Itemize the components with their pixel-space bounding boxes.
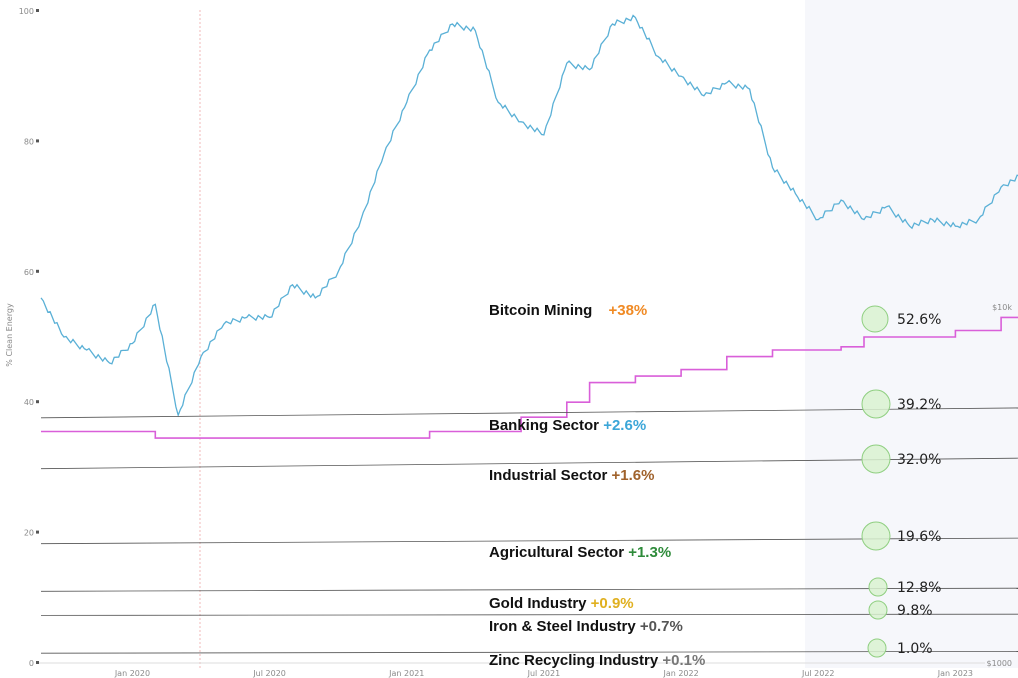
series-end-value: 52.6% <box>897 312 941 328</box>
y-axis-label: % Clean Energy <box>5 303 14 367</box>
series-end-value: 9.8% <box>897 603 933 619</box>
end-marker <box>868 600 888 620</box>
series-name: Gold Industry +0.9% <box>489 595 634 612</box>
series-end-value: 39.2% <box>897 397 941 413</box>
series-change: +38% <box>608 302 647 319</box>
series-change: +2.6% <box>603 417 646 434</box>
y-axis-ticks: 0 20 40 60 80 100 <box>19 7 39 668</box>
end-marker <box>861 521 891 551</box>
x-tick-label: Jul 2020 <box>252 669 286 678</box>
sector-labels: Bitcoin Mining +38% 52.6% Banking Sector +… <box>489 302 941 669</box>
series-line <box>40 587 1018 592</box>
right-tick-label: $10k <box>992 303 1012 312</box>
y-tick-mark <box>36 9 39 12</box>
series-end-value: 12.8% <box>897 580 941 596</box>
series-end-value: 1.0% <box>897 641 933 657</box>
series-line <box>40 650 1018 654</box>
series-change: +0.9% <box>591 595 634 612</box>
y-tick-mark <box>36 269 39 273</box>
y-tick-mark <box>36 400 39 404</box>
series-name: Industrial Sector +1.6% <box>489 467 654 484</box>
series-name: Agricultural Sector +1.3% <box>489 544 671 561</box>
x-tick-label: Jan 2022 <box>662 669 698 678</box>
x-tick-label: Jan 2020 <box>114 669 150 678</box>
x-axis-ticks: Jan 2020 Jul 2020 Jan 2021 Jul 2021 Jan 2022… <box>114 669 973 678</box>
series-name: Banking Sector +2.6% <box>489 417 646 434</box>
price-series <box>40 14 1018 418</box>
y-tick-label: 80 <box>24 137 34 146</box>
x-tick-label: Jul 2021 <box>527 669 561 678</box>
y-tick-mark <box>36 139 39 143</box>
x-tick-label: Jan 2021 <box>388 669 424 678</box>
y-tick-label: 60 <box>24 268 34 277</box>
end-marker <box>867 638 887 658</box>
series-name: Iron & Steel Industry +0.7% <box>489 618 683 635</box>
end-marker <box>868 577 888 597</box>
series-line <box>40 457 1018 470</box>
right-tick-label: $1000 <box>987 659 1012 668</box>
series-name: Zinc Recycling Industry +0.1% <box>489 652 705 669</box>
series-end-value: 19.6% <box>897 529 941 545</box>
series-change: +0.1% <box>662 652 705 669</box>
y-tick-mark <box>36 530 39 534</box>
price-line <box>40 14 1018 418</box>
series-end-value: 32.0% <box>897 452 941 468</box>
right-axis-ticks: $10k $1000 <box>987 303 1013 668</box>
y-tick-label: 40 <box>24 398 34 407</box>
x-tick-label: Jan 2023 <box>937 669 973 678</box>
sector-series <box>40 316 1018 654</box>
series-line <box>40 407 1018 419</box>
series-line <box>40 537 1018 545</box>
series-change: +1.6% <box>612 467 655 484</box>
series-name: Bitcoin Mining +38% <box>489 302 647 319</box>
end-marker <box>861 305 889 333</box>
y-tick-mark <box>36 661 39 664</box>
recent-period-band <box>805 0 1018 668</box>
series-line <box>41 316 1018 439</box>
end-marker <box>861 389 891 419</box>
series-line <box>40 613 1018 616</box>
series-change: +0.7% <box>640 618 683 635</box>
series-change: +1.3% <box>628 544 671 561</box>
y-tick-label: 0 <box>29 659 34 668</box>
end-marker <box>861 444 891 474</box>
x-tick-label: Jul 2022 <box>801 669 835 678</box>
y-tick-label: 100 <box>19 7 34 16</box>
y-tick-label: 20 <box>24 529 34 538</box>
